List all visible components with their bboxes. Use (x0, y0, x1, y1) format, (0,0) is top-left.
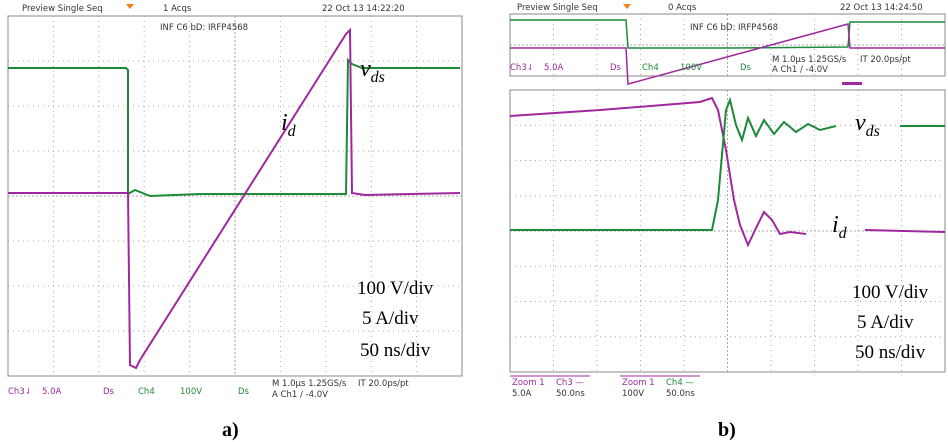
vds-label: vds (360, 56, 385, 86)
mode: Preview Single Seq (22, 4, 103, 14)
trigger-marker (623, 4, 631, 9)
ch3: Ch3⇃ (8, 387, 32, 397)
acqs: 1 Acqs (163, 4, 192, 14)
zoom-time: 50.0ns (556, 389, 585, 399)
trigger: A Ch1 ∕ -4.0V (272, 390, 328, 400)
scale: 100 V/div (357, 278, 434, 299)
timebase: M 1.0µs 1.25GS/s (272, 379, 347, 389)
scale: 100 V/div (852, 282, 929, 303)
figure: Preview Single Seq 1 Acqs 22 Oct 13 14:2… (0, 0, 948, 442)
caption: a) (222, 419, 239, 441)
timestamp: 22 Oct 13 14:22:20 (322, 4, 405, 14)
ds: Ds (103, 387, 115, 397)
ch4-scale: 100V (680, 63, 702, 73)
ch3-scale: 5.0A (42, 387, 62, 397)
id-main: i (281, 110, 288, 136)
mode: Preview Single Seq (517, 3, 598, 13)
acqs: 0 Acqs (668, 3, 697, 13)
vds-main: v (855, 110, 866, 136)
device: INF C6 bD: IRFP4568 (160, 23, 248, 33)
zoom-channel: Ch3 — (556, 378, 584, 388)
trigger-marker (126, 4, 134, 9)
device: INF C6 bD: IRFP4568 (690, 23, 778, 33)
ch3: Ch3⇃ (510, 63, 534, 73)
vds-sub: ds (866, 123, 880, 140)
vds-main: v (360, 56, 371, 82)
ch4-scale: 100V (180, 387, 202, 397)
caption: b) (718, 419, 736, 441)
ds: Ds (610, 63, 622, 73)
vds-label: vds (855, 110, 880, 140)
timestamp: 22 Oct 13 14:24:50 (840, 3, 923, 13)
zoom-scale: 100V (622, 389, 644, 399)
zoom-window (842, 82, 862, 85)
ds: Ds (238, 387, 250, 397)
interp: IT 20.0ps/pt (358, 379, 409, 389)
ds: Ds (740, 63, 752, 73)
trigger: A Ch1 ∕ -4.0V (772, 65, 828, 75)
id-main: i (832, 212, 839, 238)
interp: IT 20.0ps/pt (860, 55, 911, 65)
zoom-scale: 5.0A (512, 389, 532, 399)
zoom-channel: Ch4 — (666, 378, 694, 388)
zoom-time: 50.0ns (666, 389, 695, 399)
ch4: Ch4 (642, 63, 659, 73)
scale: 5 A/div (857, 312, 914, 333)
ch4: Ch4 (138, 387, 155, 397)
zoom: Zoom 1 (512, 378, 545, 388)
vds-trace (8, 60, 460, 196)
id-sub: d (288, 123, 297, 140)
scale: 50 ns/div (360, 340, 431, 361)
vds-sub: ds (371, 69, 385, 86)
id-sub: d (839, 225, 848, 242)
timebase: M 1.0µs 1.25GS/s (772, 55, 847, 65)
scale: 5 A/div (362, 308, 419, 329)
zoom: Zoom 1 (622, 378, 655, 388)
scale: 50 ns/div (855, 342, 926, 363)
ch3-scale: 5.0A (544, 63, 564, 73)
id-label: id (832, 212, 848, 242)
